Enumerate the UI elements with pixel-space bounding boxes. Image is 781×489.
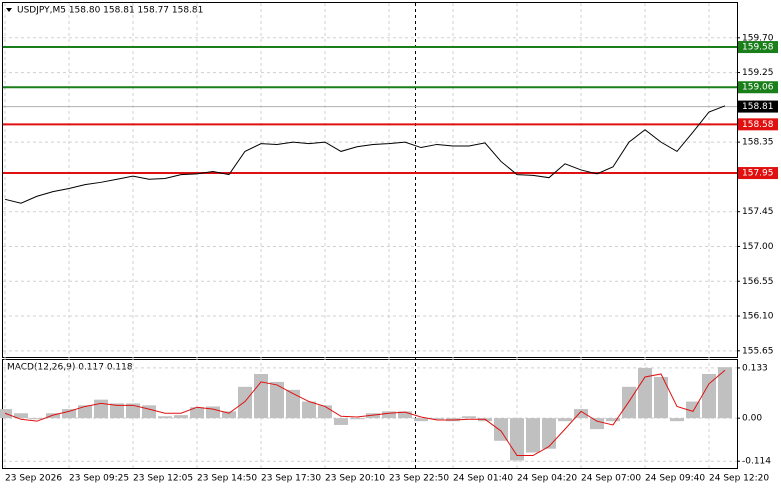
histogram-bar (222, 411, 236, 419)
x-tick-label: 24 Sep 01:40 (453, 474, 513, 484)
y-tick-label: 0.133 (742, 363, 768, 373)
y-tick-label: 0.00 (742, 414, 762, 424)
histogram-bar (382, 411, 396, 419)
price-panel (2, 2, 738, 358)
histogram-bar (302, 401, 316, 419)
x-tick-label: 23 Sep 2026 (5, 474, 62, 484)
y-tick-label: 156.10 (742, 312, 774, 322)
x-tick-label: 23 Sep 22:50 (389, 474, 449, 484)
histogram-bar (638, 367, 652, 419)
y-tick-label: 155.65 (742, 346, 774, 356)
histogram-bar (206, 406, 220, 419)
histogram-bar (574, 409, 588, 419)
x-tick-label: 24 Sep 04:20 (517, 474, 577, 484)
histogram-bar (526, 418, 540, 453)
histogram-bar (142, 405, 156, 419)
histogram-bar (94, 399, 108, 419)
histogram-bar (494, 418, 508, 441)
level-tag (738, 81, 778, 94)
histogram-bar (126, 403, 140, 419)
histogram-bar (318, 405, 332, 419)
y-tick-label: 158.35 (742, 138, 774, 148)
histogram-bar (286, 389, 300, 419)
histogram-bar (334, 418, 348, 425)
x-tick-label: 24 Sep 12:20 (709, 474, 769, 484)
histogram-bar (718, 367, 732, 419)
menu-icon (6, 8, 12, 12)
histogram-bar (670, 418, 684, 422)
x-tick-label: 24 Sep 07:00 (581, 474, 641, 484)
histogram-bar (558, 418, 572, 422)
histogram-bar (238, 386, 252, 419)
histogram-bar (270, 381, 284, 419)
histogram-bar (430, 418, 444, 420)
histogram-bar (606, 418, 620, 422)
histogram-bar (78, 405, 92, 419)
y-tick-label: 159.25 (742, 68, 774, 78)
x-tick-label: 23 Sep 14:50 (197, 474, 257, 484)
histogram-bar (30, 418, 44, 420)
y-tick-label: -0.114 (742, 457, 771, 467)
y-tick-label: 159.70 (742, 33, 774, 43)
histogram-bar (110, 403, 124, 419)
histogram-bar (654, 376, 668, 419)
last-price-tag (738, 100, 778, 113)
level-label: 158.58 (742, 120, 774, 130)
chart-title: USDJPY,M5 158.80 158.81 158.77 158.81 (17, 6, 203, 16)
y-tick-label: 157.45 (742, 207, 774, 217)
x-tick-label: 23 Sep 12:05 (133, 474, 193, 484)
x-tick-label: 23 Sep 09:25 (69, 474, 129, 484)
level-label: 159.06 (742, 83, 774, 93)
histogram-bar (590, 418, 604, 430)
histogram-bar (190, 407, 204, 419)
x-tick-label: 23 Sep 20:10 (325, 474, 385, 484)
histogram-bar (158, 416, 172, 419)
histogram-bar (702, 373, 716, 419)
histogram-bar (398, 411, 412, 419)
level-tag (738, 118, 778, 131)
histogram-bar (254, 373, 268, 419)
histogram-bar (622, 386, 636, 419)
y-tick-label: 157.00 (742, 242, 774, 252)
last-price-label: 158.81 (742, 102, 774, 112)
y-tick-label: 156.55 (742, 277, 774, 287)
price-line (4, 105, 726, 204)
level-tag (738, 41, 778, 54)
level-label: 159.58 (742, 43, 774, 53)
histogram-bar (14, 413, 28, 419)
histogram-bar (542, 418, 556, 449)
histogram-bar (350, 418, 364, 420)
x-tick-label: 24 Sep 09:40 (645, 474, 705, 484)
histogram-bar (366, 413, 380, 419)
histogram-bar (462, 416, 476, 419)
histogram-bar (46, 413, 60, 419)
histogram-bar (174, 415, 188, 419)
histogram-bar (414, 418, 428, 422)
histogram-bar (510, 418, 524, 461)
histogram-bar (62, 409, 76, 419)
level-label: 157.95 (742, 169, 774, 179)
level-tag (738, 167, 778, 180)
x-tick-label: 23 Sep 17:30 (261, 474, 321, 484)
signal-line (4, 369, 726, 457)
